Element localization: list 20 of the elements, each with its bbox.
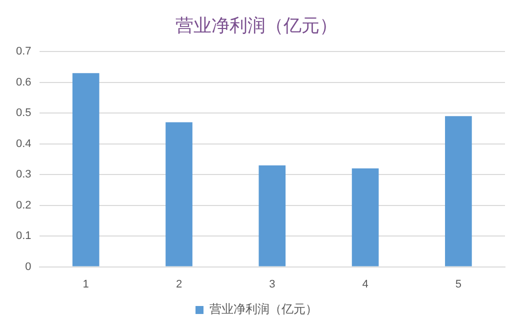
x-tick-label: 1: [82, 278, 89, 290]
y-tick-label: 0.2: [16, 199, 32, 212]
bar: [258, 165, 286, 266]
y-tick-label: 0: [25, 260, 32, 273]
y-tick-label: 0.4: [16, 138, 32, 150]
y-tick-label: 0.7: [16, 46, 32, 58]
x-tick-label: 4: [362, 278, 368, 290]
chart-title: 营业净利润（亿元）: [176, 15, 338, 36]
y-tick-label: 0.1: [16, 230, 32, 242]
bar: [166, 122, 192, 266]
y-tick-label: 0.3: [16, 168, 32, 181]
legend-label: 营业净利润（亿元）: [210, 302, 318, 316]
x-tick-label: 3: [269, 278, 276, 290]
bar: [352, 168, 379, 266]
x-tick-label: 5: [455, 278, 462, 290]
bar: [445, 116, 472, 266]
y-tick-label: 0.5: [16, 107, 32, 120]
bar: [72, 73, 100, 266]
x-tick-label: 2: [176, 278, 182, 290]
y-tick-label: 0.6: [16, 76, 32, 88]
